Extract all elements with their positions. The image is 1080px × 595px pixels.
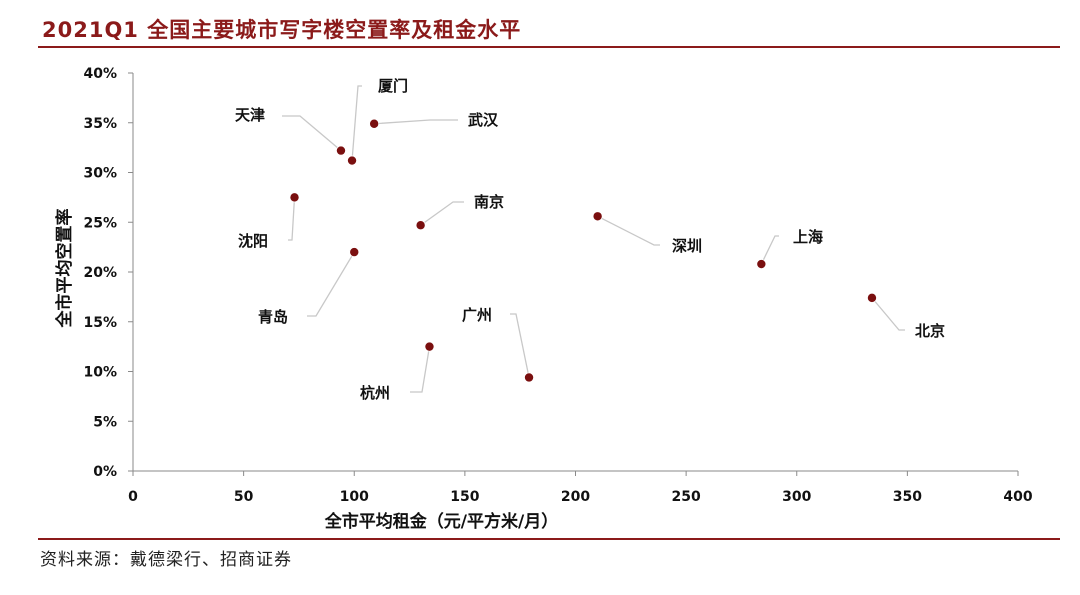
data-point	[524, 372, 535, 383]
y-axis-label: 全市平均空置率	[54, 209, 75, 329]
y-tick-label: 35%	[83, 116, 117, 132]
point-label: 天津	[235, 106, 265, 124]
chart-title: 2021Q1 全国主要城市写字楼空置率及租金水平	[42, 18, 522, 42]
leader-line	[288, 197, 296, 241]
point-label: 广州	[462, 306, 492, 324]
y-tick-label: 0%	[93, 464, 117, 480]
leader-line	[760, 235, 779, 265]
point-label: 南京	[474, 193, 504, 211]
leader-line	[420, 201, 464, 226]
data-point	[289, 192, 300, 203]
y-tick-label: 10%	[83, 365, 117, 381]
y-tick-label: 15%	[83, 315, 117, 331]
leader-line	[282, 115, 342, 152]
x-tick-label: 200	[561, 489, 590, 505]
data-point	[866, 292, 877, 303]
point-label: 沈阳	[238, 232, 268, 250]
point-label: 深圳	[672, 237, 702, 255]
leader-line	[307, 251, 355, 317]
leader-line	[510, 313, 530, 378]
source-note: 资料来源：戴德梁行、招商证券	[40, 550, 292, 570]
data-point	[756, 259, 767, 270]
x-tick-label: 250	[672, 489, 701, 505]
data-point	[335, 145, 346, 156]
data-point	[592, 211, 603, 222]
leader-line	[597, 215, 660, 246]
y-tick-label: 5%	[93, 414, 117, 430]
point-label: 武汉	[468, 111, 499, 129]
point-label: 杭州	[360, 384, 390, 402]
y-tick-label: 40%	[83, 66, 117, 82]
x-tick-label: 300	[782, 489, 811, 505]
data-point	[424, 341, 435, 352]
x-tick-label: 0	[128, 489, 138, 505]
data-point	[347, 155, 358, 166]
x-axis-label: 全市平均租金（元/平方米/月）	[324, 511, 558, 532]
x-tick-label: 50	[234, 489, 254, 505]
y-tick-label: 30%	[83, 166, 117, 182]
point-label: 厦门	[378, 77, 408, 95]
point-label: 北京	[915, 322, 945, 340]
y-tick-label: 25%	[83, 215, 117, 231]
data-point	[349, 247, 360, 258]
point-label: 青岛	[258, 308, 288, 326]
x-tick-label: 400	[1003, 489, 1032, 505]
y-tick-label: 20%	[83, 265, 117, 281]
leader-line	[351, 85, 362, 161]
footer-divider	[38, 538, 1060, 540]
x-tick-label: 100	[340, 489, 369, 505]
leader-line	[410, 346, 431, 393]
data-point	[415, 220, 426, 231]
title-bar: 2021Q1 全国主要城市写字楼空置率及租金水平	[38, 10, 1060, 48]
leader-line	[871, 297, 905, 331]
point-label: 上海	[793, 228, 823, 246]
x-tick-label: 350	[893, 489, 922, 505]
x-tick-label: 150	[450, 489, 479, 505]
data-point	[369, 118, 380, 129]
leader-line	[374, 119, 458, 125]
